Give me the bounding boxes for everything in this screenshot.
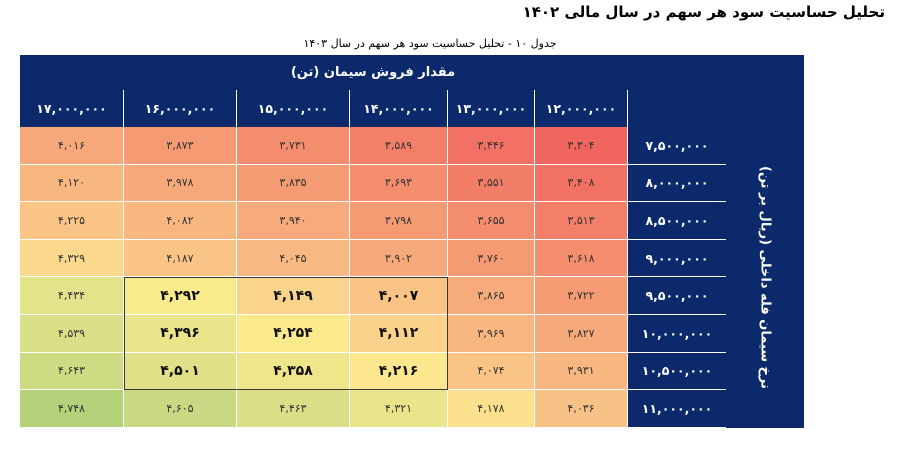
eps-cell: ۴,۰۰۷ xyxy=(350,277,448,315)
eps-cell: ۳,۹۰۲ xyxy=(350,239,448,278)
eps-cell: ۳,۸۶۵ xyxy=(448,277,535,315)
sales-axis-title: مقدار فروش سیمان (تن) xyxy=(20,55,726,90)
row-header: ۹,۰۰۰,۰۰۰ xyxy=(628,239,726,278)
eps-cell: ۴,۶۰۵ xyxy=(124,390,237,428)
row-header: ۱۰,۰۰۰,۰۰۰ xyxy=(628,315,726,353)
eps-cell: ۳,۶۱۸ xyxy=(535,239,628,278)
eps-cell: ۴,۵۰۱ xyxy=(124,352,237,391)
eps-cell: ۴,۲۹۲ xyxy=(124,277,237,315)
eps-cell: ۳,۷۹۸ xyxy=(350,202,448,240)
price-axis-title-cell: نرخ سیمان فله داخلی (ریال بر تن) xyxy=(726,127,804,428)
row-label-header xyxy=(628,90,726,127)
eps-cell: ۴,۲۱۶ xyxy=(350,352,448,391)
row-header: ۸,۰۰۰,۰۰۰ xyxy=(628,164,726,203)
eps-cell: ۴,۵۳۹ xyxy=(20,315,124,353)
eps-cell: ۴,۴۶۳ xyxy=(237,390,350,428)
eps-cell: ۴,۰۱۶ xyxy=(20,127,124,165)
eps-cell: ۴,۱۷۸ xyxy=(448,390,535,428)
row-header: ۹,۵۰۰,۰۰۰ xyxy=(628,277,726,315)
column-header: ۱۵,۰۰۰,۰۰۰ xyxy=(237,90,350,127)
eps-cell: ۳,۷۳۱ xyxy=(237,127,350,165)
eps-cell: ۳,۶۵۵ xyxy=(448,202,535,240)
eps-cell: ۴,۴۳۴ xyxy=(20,277,124,315)
eps-cell: ۴,۰۸۲ xyxy=(124,202,237,240)
eps-cell: ۳,۹۷۸ xyxy=(124,164,237,203)
eps-cell: ۳,۴۰۸ xyxy=(535,164,628,203)
eps-cell: ۴,۰۴۵ xyxy=(237,239,350,278)
row-header: ۷,۵۰۰,۰۰۰ xyxy=(628,127,726,165)
row-header: ۱۱,۰۰۰,۰۰۰ xyxy=(628,390,726,428)
eps-cell: ۴,۳۹۶ xyxy=(124,315,237,353)
row-header: ۱۰,۵۰۰,۰۰۰ xyxy=(628,352,726,391)
sensitivity-table: مقدار فروش سیمان (تن) ۱۷,۰۰۰,۰۰۰ ۱۶,۰۰۰,۰۰… xyxy=(20,55,804,428)
eps-cell: ۳,۵۱۳ xyxy=(535,202,628,240)
column-header: ۱۶,۰۰۰,۰۰۰ xyxy=(124,90,237,127)
eps-cell: ۳,۷۶۰ xyxy=(448,239,535,278)
price-axis-title: نرخ سیمان فله داخلی (ریال بر تن) xyxy=(757,165,773,389)
eps-cell: ۳,۳۰۴ xyxy=(535,127,628,165)
eps-cell: ۴,۶۴۳ xyxy=(20,352,124,391)
header-corner xyxy=(726,55,804,127)
eps-cell: ۴,۰۳۶ xyxy=(535,390,628,428)
eps-cell: ۴,۷۴۸ xyxy=(20,390,124,428)
eps-cell: ۳,۴۴۶ xyxy=(448,127,535,165)
eps-cell: ۴,۱۴۹ xyxy=(237,277,350,315)
eps-cell: ۳,۷۲۲ xyxy=(535,277,628,315)
eps-cell: ۴,۱۲۰ xyxy=(20,164,124,203)
column-header: ۱۷,۰۰۰,۰۰۰ xyxy=(20,90,124,127)
eps-cell: ۳,۹۴۰ xyxy=(237,202,350,240)
eps-cell: ۴,۰۷۴ xyxy=(448,352,535,391)
column-header: ۱۲,۰۰۰,۰۰۰ xyxy=(535,90,628,127)
eps-cell: ۳,۸۷۳ xyxy=(124,127,237,165)
eps-cell: ۳,۹۳۱ xyxy=(535,352,628,391)
eps-cell: ۴,۳۲۱ xyxy=(350,390,448,428)
eps-cell: ۴,۲۲۵ xyxy=(20,202,124,240)
eps-cell: ۴,۱۱۲ xyxy=(350,315,448,353)
column-header: ۱۳,۰۰۰,۰۰۰ xyxy=(448,90,535,127)
eps-cell: ۴,۳۵۸ xyxy=(237,352,350,391)
column-header: ۱۴,۰۰۰,۰۰۰ xyxy=(350,90,448,127)
row-header: ۸,۵۰۰,۰۰۰ xyxy=(628,202,726,240)
eps-cell: ۴,۲۵۴ xyxy=(237,315,350,353)
eps-cell: ۳,۵۵۱ xyxy=(448,164,535,203)
eps-cell: ۳,۹۶۹ xyxy=(448,315,535,353)
eps-cell: ۳,۸۳۵ xyxy=(237,164,350,203)
eps-cell: ۴,۱۸۷ xyxy=(124,239,237,278)
eps-cell: ۳,۸۲۷ xyxy=(535,315,628,353)
document-title: تحلیل حساسیت سود هر سهم در سال مالی ۱۴۰۲ xyxy=(522,3,885,21)
table-caption: جدول ۱۰ - تحلیل حساسیت سود هر سهم در سال… xyxy=(303,37,557,50)
eps-cell: ۳,۶۹۳ xyxy=(350,164,448,203)
eps-cell: ۳,۵۸۹ xyxy=(350,127,448,165)
eps-cell: ۴,۳۲۹ xyxy=(20,239,124,278)
